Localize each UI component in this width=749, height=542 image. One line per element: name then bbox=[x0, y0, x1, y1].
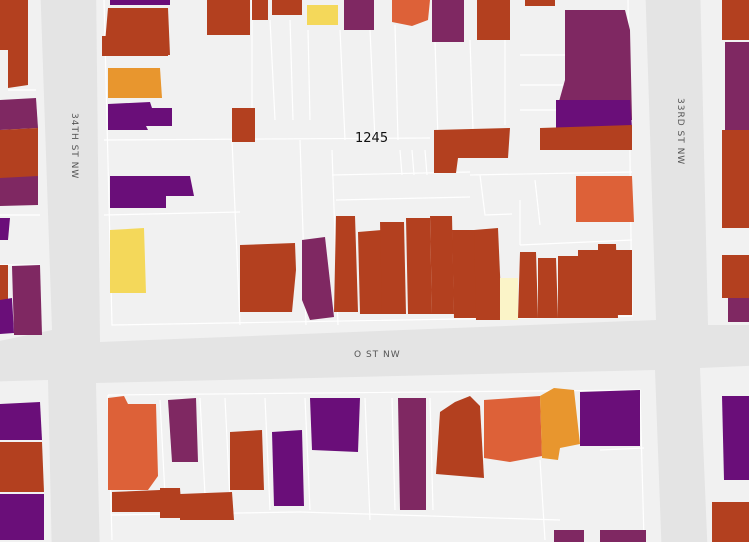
building bbox=[722, 255, 749, 298]
building bbox=[578, 250, 598, 318]
building bbox=[168, 398, 198, 462]
street-label-33rd-st: 33RD ST NW bbox=[675, 98, 685, 166]
building bbox=[334, 216, 358, 312]
building bbox=[538, 258, 558, 318]
building bbox=[0, 0, 28, 88]
building bbox=[614, 250, 632, 315]
building bbox=[252, 0, 268, 20]
building bbox=[358, 230, 384, 314]
block-1245 bbox=[96, 0, 656, 342]
building bbox=[272, 0, 302, 15]
building bbox=[230, 430, 264, 490]
building bbox=[110, 228, 146, 293]
building bbox=[0, 176, 38, 206]
building bbox=[0, 442, 44, 492]
building bbox=[398, 398, 426, 510]
building bbox=[600, 530, 646, 542]
building bbox=[232, 108, 255, 142]
building bbox=[477, 0, 510, 40]
building bbox=[302, 237, 334, 320]
building bbox=[160, 488, 182, 518]
building bbox=[0, 98, 38, 130]
building bbox=[108, 102, 172, 130]
building bbox=[406, 218, 432, 314]
building bbox=[110, 176, 194, 208]
building bbox=[432, 0, 464, 42]
building bbox=[525, 0, 555, 6]
building bbox=[722, 396, 749, 480]
building bbox=[0, 265, 8, 300]
square-label: 1245 bbox=[355, 131, 389, 146]
building bbox=[540, 125, 632, 150]
building bbox=[474, 228, 502, 320]
building bbox=[110, 0, 170, 5]
building bbox=[112, 490, 162, 512]
building bbox=[518, 252, 538, 318]
street-label-o-st: O ST NW bbox=[354, 350, 401, 360]
building bbox=[556, 100, 632, 128]
building bbox=[500, 278, 518, 320]
building bbox=[554, 530, 584, 542]
building bbox=[430, 216, 454, 314]
building bbox=[580, 390, 640, 446]
building bbox=[180, 492, 234, 520]
building bbox=[712, 502, 749, 542]
building bbox=[12, 265, 42, 335]
building bbox=[108, 396, 158, 490]
building bbox=[722, 130, 749, 228]
building bbox=[558, 256, 580, 318]
building bbox=[272, 430, 304, 506]
building bbox=[725, 42, 749, 130]
building bbox=[0, 298, 14, 334]
building bbox=[558, 10, 632, 125]
building bbox=[240, 243, 296, 312]
building bbox=[310, 398, 360, 452]
building bbox=[392, 0, 430, 26]
building bbox=[540, 388, 580, 460]
lot-lines bbox=[0, 0, 645, 541]
street-label-34th-st: 34TH ST NW bbox=[69, 113, 79, 180]
building bbox=[576, 176, 634, 222]
building bbox=[380, 222, 406, 314]
building bbox=[102, 36, 168, 56]
building bbox=[0, 494, 44, 540]
building bbox=[598, 244, 618, 318]
building bbox=[452, 230, 478, 318]
building bbox=[728, 298, 749, 322]
building bbox=[436, 396, 484, 478]
building bbox=[434, 128, 510, 173]
building bbox=[484, 396, 542, 462]
building bbox=[108, 68, 162, 98]
building bbox=[0, 218, 10, 240]
building bbox=[344, 0, 374, 30]
building bbox=[307, 5, 338, 25]
building bbox=[207, 0, 250, 35]
building bbox=[0, 402, 42, 440]
building bbox=[722, 0, 749, 40]
